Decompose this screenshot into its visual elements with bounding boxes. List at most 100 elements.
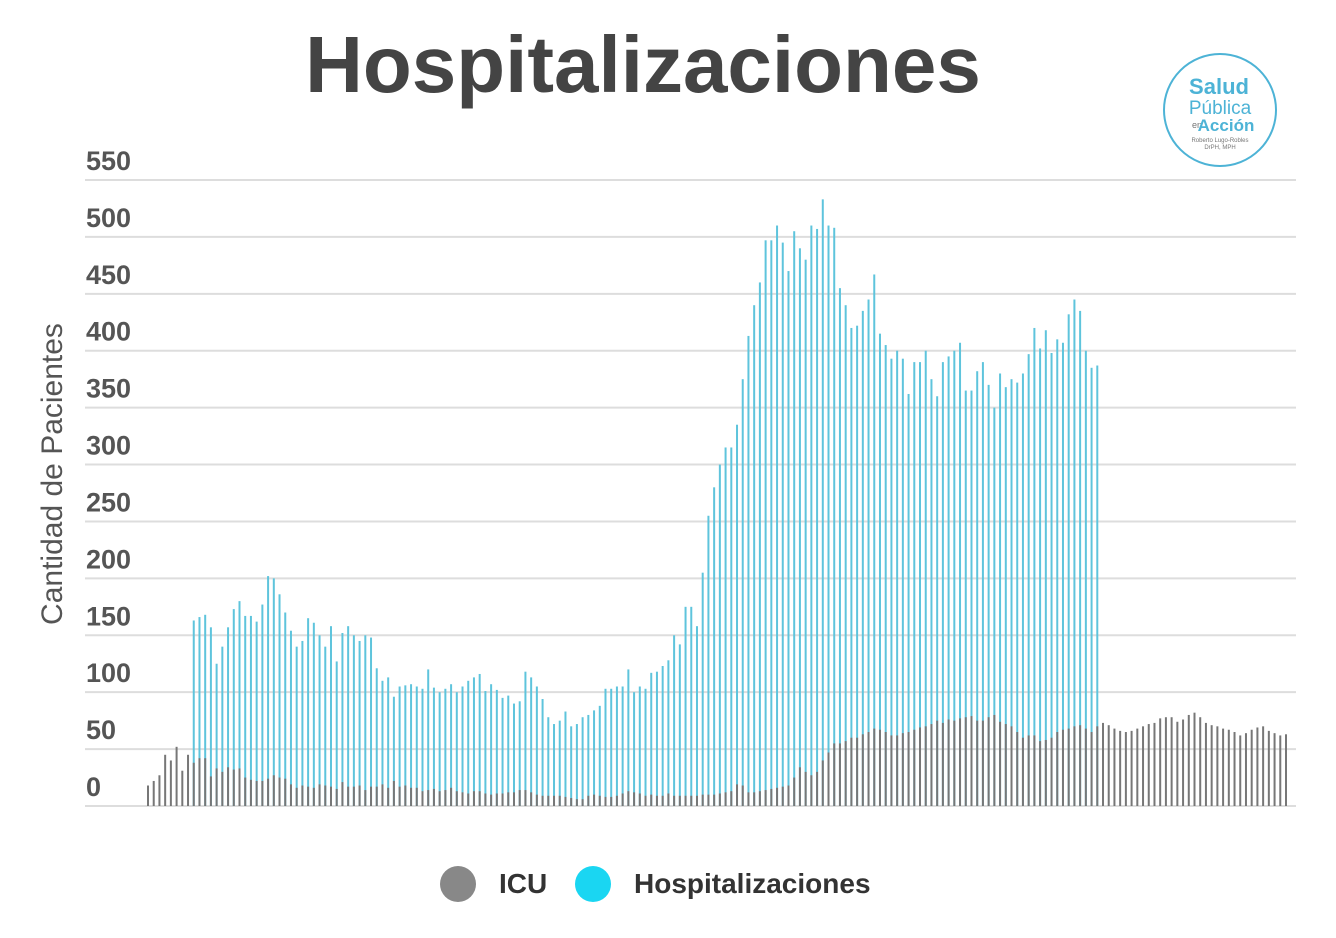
bar-icu bbox=[1004, 724, 1007, 806]
bar-icu bbox=[878, 729, 881, 806]
bar-icu bbox=[1193, 712, 1196, 806]
bar-icu bbox=[1124, 732, 1127, 806]
bar-hospitalizaciones bbox=[695, 626, 698, 806]
bar-icu bbox=[610, 796, 613, 806]
bar-icu bbox=[896, 735, 899, 806]
bar-hospitalizaciones bbox=[924, 350, 927, 806]
bar-hospitalizaciones bbox=[959, 342, 962, 806]
bar-hospitalizaciones bbox=[913, 362, 916, 806]
bar-hospitalizaciones bbox=[936, 396, 939, 806]
bar-icu bbox=[524, 790, 527, 806]
bar-hospitalizaciones bbox=[970, 390, 973, 806]
bar-icu bbox=[787, 785, 790, 806]
bar-icu bbox=[1147, 724, 1150, 806]
bar-icu bbox=[758, 791, 761, 806]
bar-icu bbox=[1267, 730, 1270, 806]
bar-icu bbox=[1182, 719, 1185, 806]
y-tick-label: 500 bbox=[86, 203, 131, 233]
bar-icu bbox=[604, 796, 607, 806]
bar-icu bbox=[936, 720, 939, 806]
bar-icu bbox=[295, 787, 298, 806]
bar-hospitalizaciones bbox=[798, 248, 801, 807]
bar-icu bbox=[370, 786, 373, 806]
legend: ICU Hospitalizaciones bbox=[440, 866, 871, 902]
bar-icu bbox=[690, 795, 693, 806]
bar-icu bbox=[553, 795, 556, 806]
bar-icu bbox=[1021, 737, 1024, 806]
bar-icu bbox=[1239, 735, 1242, 806]
legend-icu-marker bbox=[440, 866, 476, 902]
bar-hospitalizaciones bbox=[244, 615, 247, 806]
bar-hospitalizaciones bbox=[284, 612, 287, 806]
bar-icu bbox=[730, 791, 733, 806]
bar-icu bbox=[455, 791, 458, 806]
bar-hospitalizaciones bbox=[421, 688, 424, 806]
bar-icu bbox=[919, 727, 922, 806]
bar-icu bbox=[238, 768, 241, 806]
bar-icu bbox=[232, 769, 235, 806]
bar-hospitalizaciones bbox=[644, 688, 647, 806]
y-tick-label: 100 bbox=[86, 658, 131, 688]
bar-hospitalizaciones bbox=[736, 424, 739, 806]
bar-icu bbox=[890, 735, 893, 806]
bar-icu bbox=[187, 754, 190, 806]
bar-icu bbox=[804, 771, 807, 806]
bar-icu bbox=[1090, 732, 1093, 806]
bar-hospitalizaciones bbox=[650, 672, 653, 806]
bar-icu bbox=[484, 793, 487, 806]
bar-icu bbox=[564, 796, 567, 806]
y-tick-label: 350 bbox=[86, 374, 131, 404]
bar-icu bbox=[272, 775, 275, 806]
bar-icu bbox=[478, 791, 481, 806]
bar-icu bbox=[1285, 734, 1287, 806]
bar-icu bbox=[1262, 726, 1265, 806]
bar-icu bbox=[570, 798, 573, 806]
bar-hospitalizaciones bbox=[1033, 327, 1036, 806]
bar-icu bbox=[695, 795, 698, 806]
y-tick-label: 150 bbox=[86, 601, 131, 631]
bar-icu bbox=[593, 794, 596, 806]
bar-hospitalizaciones bbox=[444, 688, 447, 806]
bar-icu bbox=[1102, 722, 1105, 806]
bar-hospitalizaciones bbox=[404, 685, 407, 806]
bar-hospitalizaciones bbox=[901, 358, 904, 806]
bar-icu bbox=[993, 714, 996, 806]
bar-hospitalizaciones bbox=[787, 271, 790, 806]
bar-hospitalizaciones bbox=[375, 668, 378, 806]
bar-hospitalizaciones bbox=[1096, 365, 1099, 806]
bar-hospitalizaciones bbox=[1016, 382, 1019, 806]
bar-hospitalizaciones bbox=[1084, 350, 1087, 806]
bar-hospitalizaciones bbox=[724, 447, 727, 806]
logo: Salud Pública en Acción Roberto Lugo-Rob… bbox=[1163, 53, 1277, 167]
y-tick-label: 400 bbox=[86, 317, 131, 347]
bar-icu bbox=[530, 792, 533, 806]
bar-hospitalizaciones bbox=[524, 671, 527, 806]
bar-icu bbox=[284, 778, 287, 806]
y-tick-label: 200 bbox=[86, 544, 131, 574]
bar-hospitalizaciones bbox=[307, 618, 310, 806]
bar-icu bbox=[718, 793, 721, 806]
bar-icu bbox=[941, 722, 944, 806]
bar-icu bbox=[1061, 729, 1064, 806]
bar-icu bbox=[181, 770, 184, 806]
bar-hospitalizaciones bbox=[1061, 342, 1064, 806]
bar-icu bbox=[884, 732, 887, 806]
bar-icu bbox=[736, 784, 739, 806]
bar-icu bbox=[713, 794, 716, 806]
bar-icu bbox=[278, 777, 281, 806]
bar-hospitalizaciones bbox=[793, 231, 796, 807]
bar-icu bbox=[249, 779, 252, 806]
bar-hospitalizaciones bbox=[816, 228, 819, 806]
bar-icu bbox=[312, 787, 315, 806]
bar-hospitalizaciones bbox=[512, 703, 515, 806]
bar-hospitalizaciones bbox=[615, 686, 618, 806]
bar-hospitalizaciones bbox=[575, 724, 578, 806]
bar-icu bbox=[987, 717, 990, 806]
bar-icu bbox=[964, 717, 967, 806]
bar-hospitalizaciones bbox=[255, 621, 258, 806]
bar-icu bbox=[261, 780, 264, 806]
bar-icu bbox=[444, 790, 447, 806]
bar-icu bbox=[781, 786, 784, 806]
